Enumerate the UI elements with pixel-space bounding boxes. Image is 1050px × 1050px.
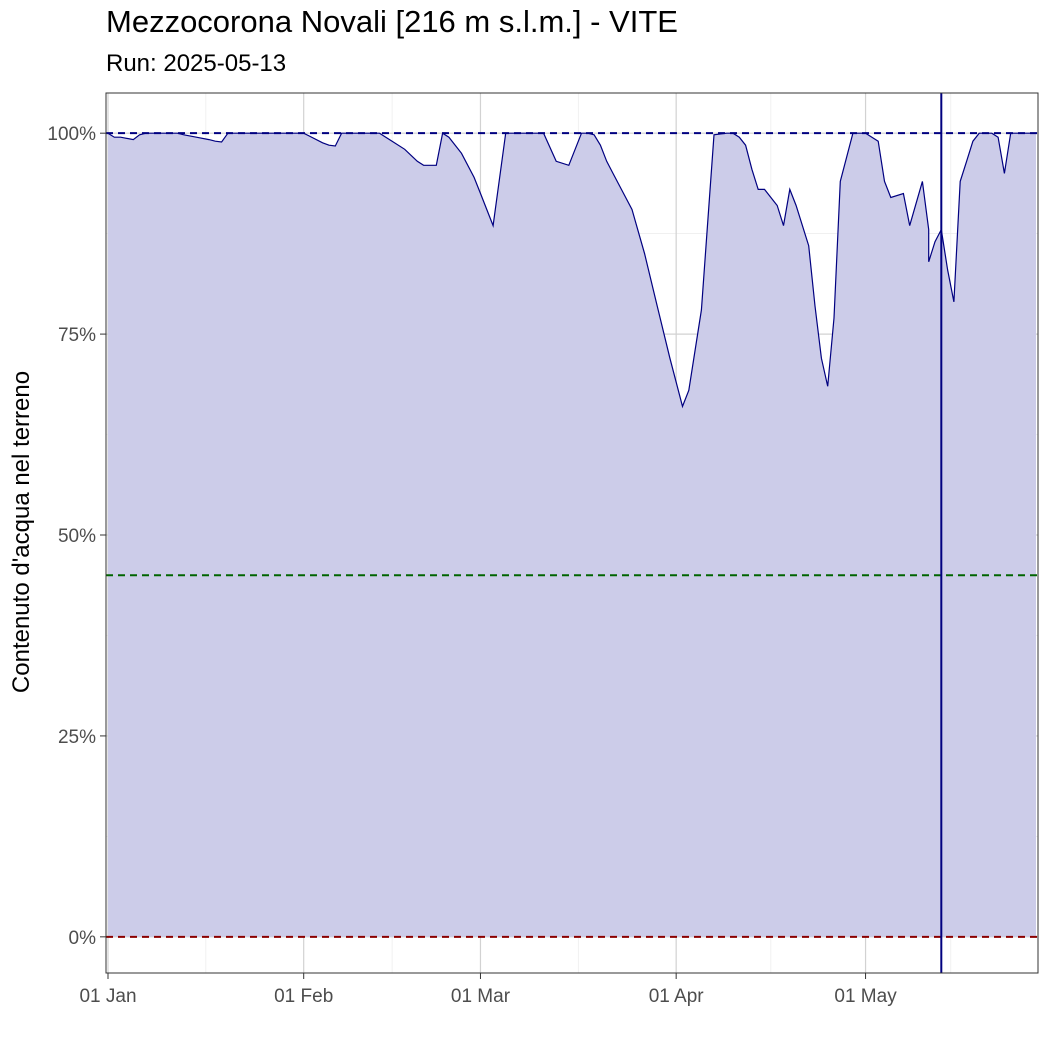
y-tick-label: 100% [47, 124, 96, 145]
soil-water-line [107, 132, 1036, 409]
chart-subtitle: Run: 2025-05-13 [106, 50, 287, 77]
y-tick-label: 75% [58, 325, 96, 346]
y-axis: 0% 25% 50% 75% 100% [47, 124, 106, 949]
chart-title: Mezzocorona Novali [216 m s.l.m.] - VITE [106, 4, 678, 39]
x-tick-label: 01 Jan [79, 986, 136, 1007]
y-tick-label: 25% [58, 727, 96, 748]
y-tick-label: 0% [69, 928, 97, 949]
x-axis: 01 Jan 01 Feb 01 Mar 01 Apr 01 May [79, 973, 897, 1007]
soil-water-area [108, 133, 1036, 937]
x-tick-label: 01 May [834, 986, 897, 1007]
x-tick-label: 01 Feb [274, 986, 333, 1007]
x-tick-label: 01 Mar [451, 986, 511, 1007]
plot-border [105, 92, 1039, 974]
y-tick-label: 50% [58, 526, 96, 547]
x-tick-label: 01 Apr [649, 986, 705, 1007]
